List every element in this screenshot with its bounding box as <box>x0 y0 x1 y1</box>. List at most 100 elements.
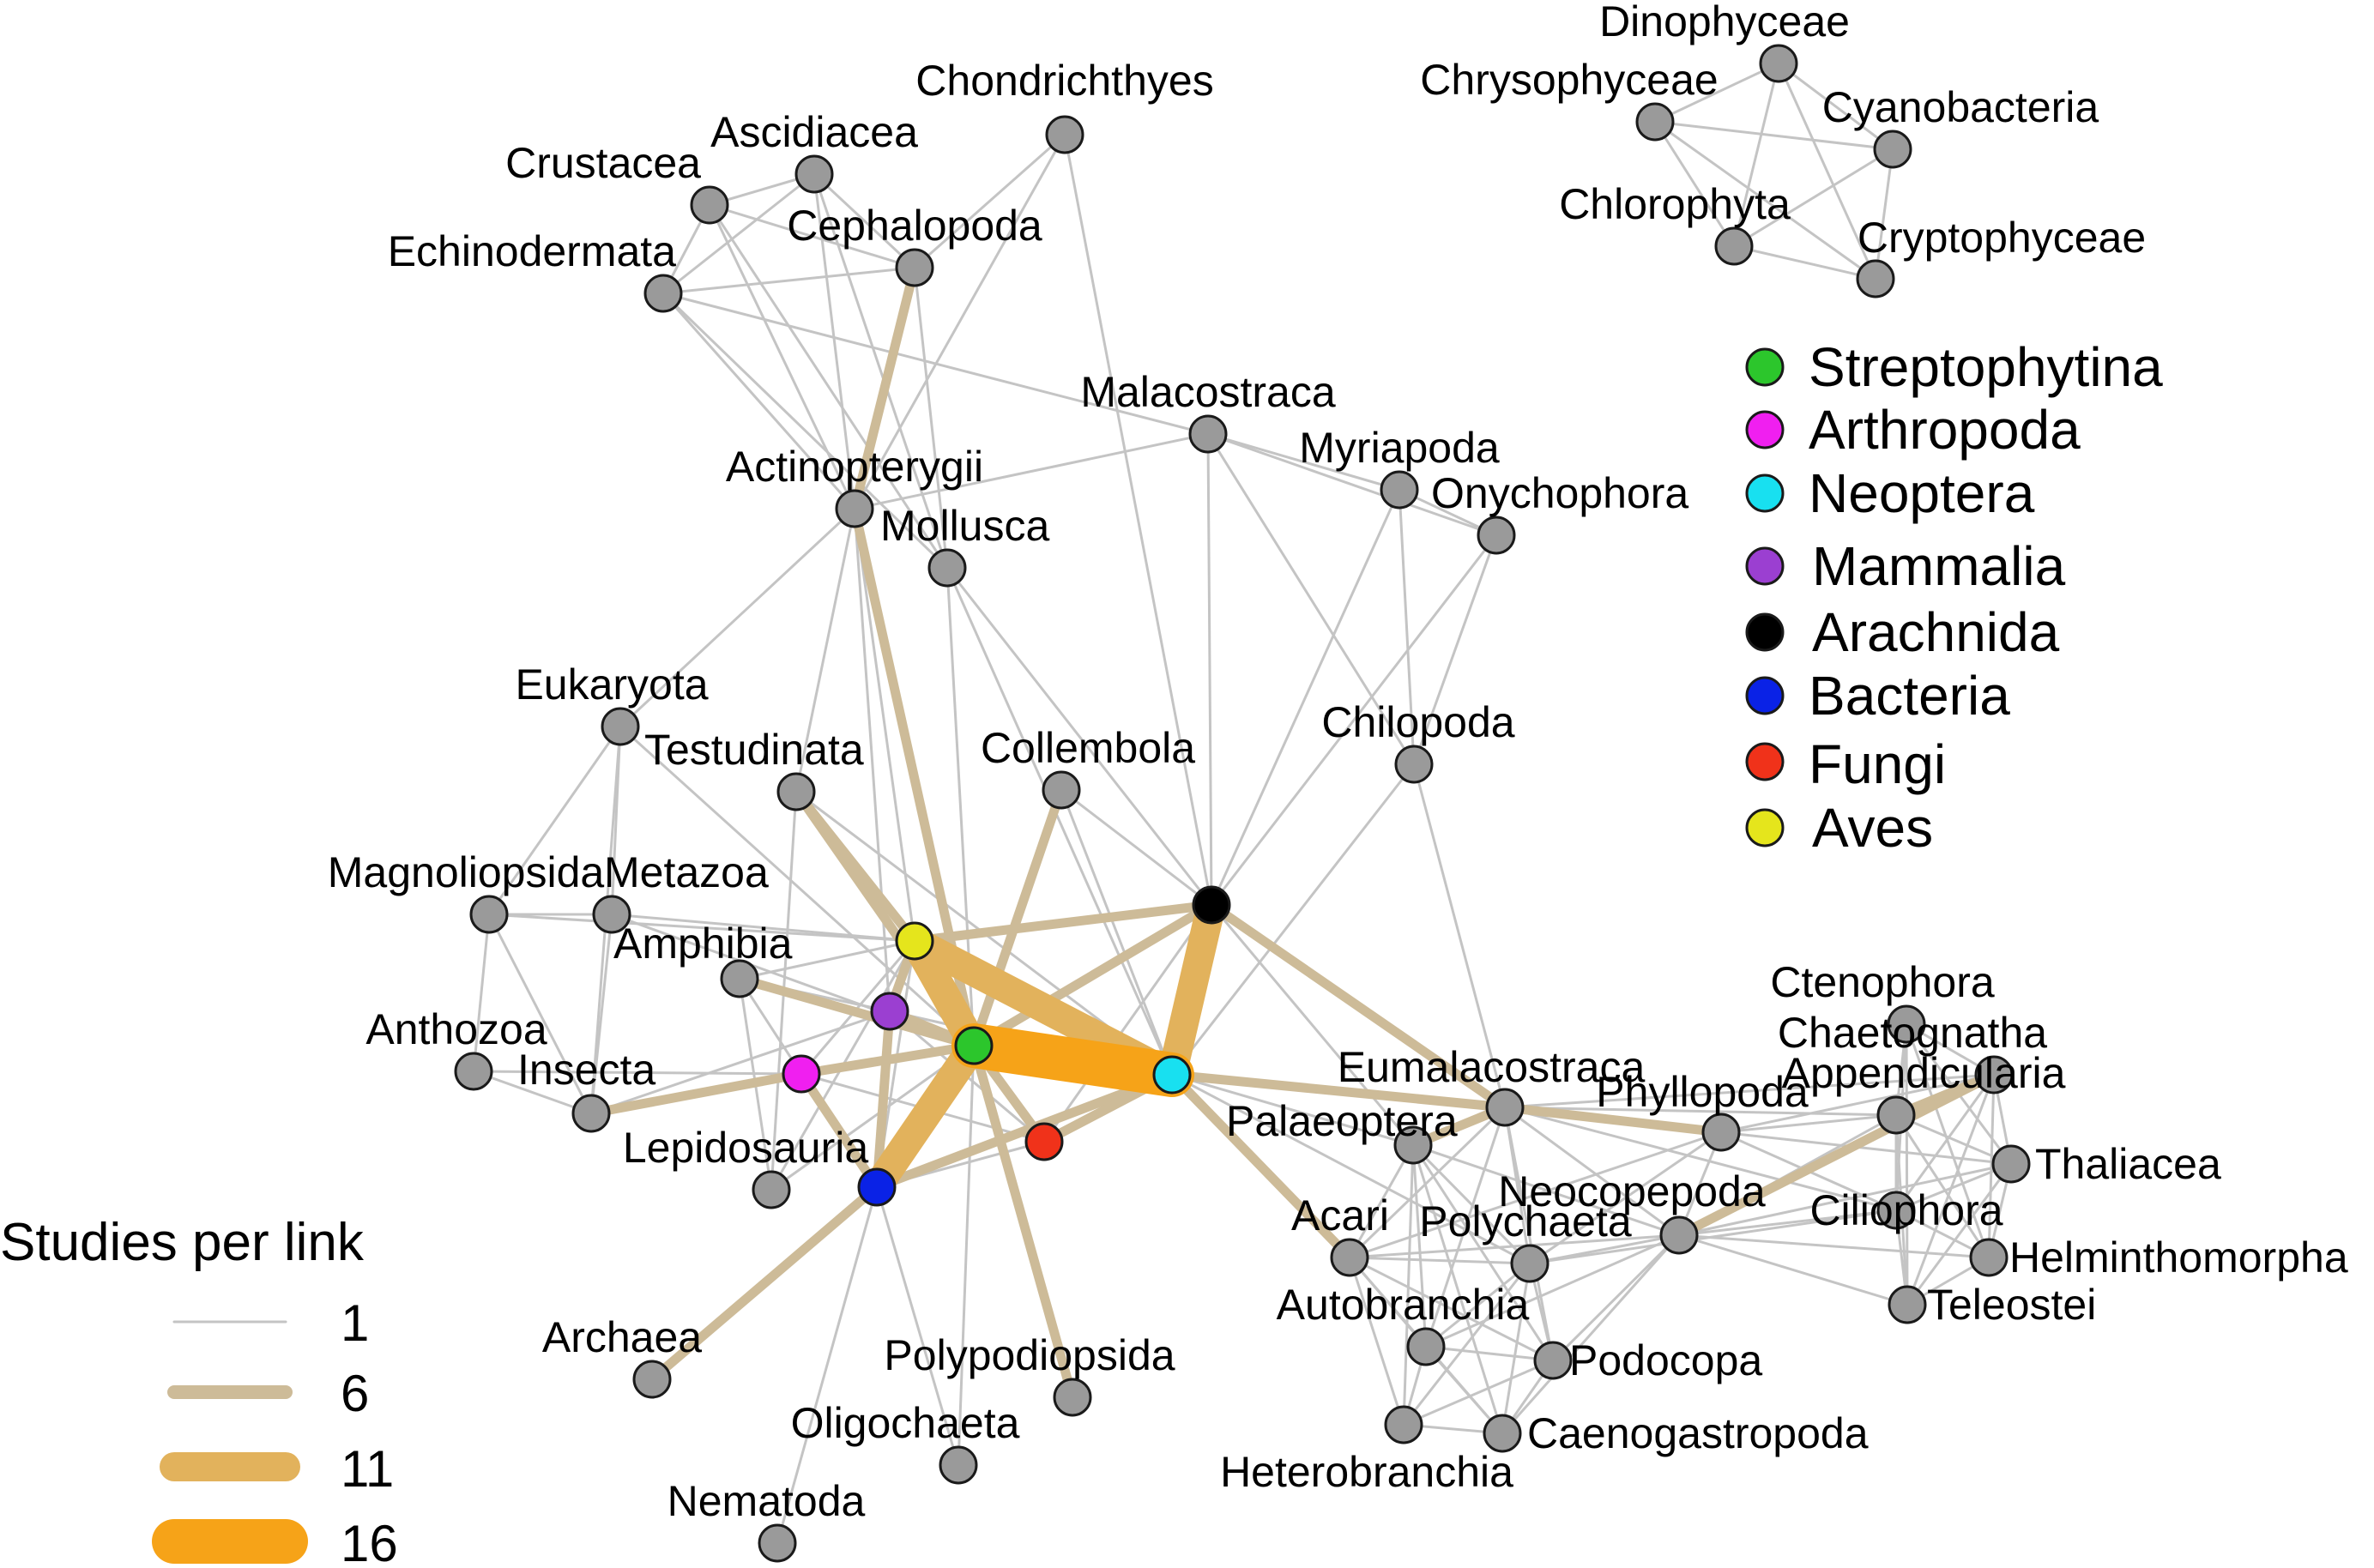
node-label-onychophora: Onychophora <box>1431 469 1688 517</box>
node-label-teleostei: Teleostei <box>1927 1281 2096 1329</box>
node-polychaeta <box>1510 1244 1549 1283</box>
edge-palaeoptera-autobranchia <box>1411 1143 1428 1348</box>
node-label-acari: Acari <box>1291 1191 1389 1239</box>
legend-item-aves: Aves <box>1745 797 1933 859</box>
node-acari <box>1330 1238 1369 1277</box>
legend-label: Arachnida <box>1812 601 2060 663</box>
edge-arachnida-palaeoptera <box>1210 903 1415 1147</box>
node-mammalia <box>870 992 909 1031</box>
node-layer <box>454 44 2031 1563</box>
edge-neoptera-palaeoptera <box>1170 1073 1415 1147</box>
edge-chrysophyceae-cryptophyceae <box>1653 120 1877 280</box>
edge-echinodermata-actinopterygii <box>661 292 856 510</box>
edge-bacteria-oligochaeta <box>875 1185 960 1467</box>
edge-dinophyceae-cryptophyceae <box>1777 62 1877 280</box>
edge-eumalacostraca-chaetognatha <box>1503 1073 1996 1109</box>
edge-anthozoa-arthropoda <box>472 1070 803 1076</box>
legend-item-mammalia: Mammalia <box>1745 535 2066 597</box>
edge-dinophyceae-chlorophyta <box>1732 62 1780 248</box>
legend-swatch <box>1745 473 1785 513</box>
node-appendicularia <box>1876 1095 1916 1135</box>
node-testudinata <box>776 772 816 811</box>
node-metazoa <box>592 895 631 934</box>
edge-anthozoa-insecta <box>472 1070 593 1115</box>
edge-fungi-arachnida <box>1042 903 1213 1143</box>
node-label-ciliophora: Ciliophora <box>1809 1186 2002 1234</box>
node-oligochaeta <box>939 1445 978 1485</box>
node-label-podocopa: Podocopa <box>1569 1336 1762 1384</box>
node-label-collembola: Collembola <box>981 724 1195 772</box>
edge-polychaeta-autobranchia <box>1424 1262 1531 1348</box>
edge-chaetognatha-teleostei <box>1906 1073 1996 1306</box>
node-neoptera <box>1152 1055 1192 1095</box>
edge-ctenophora-teleostei <box>1905 1022 1909 1306</box>
node-amphibia <box>720 959 759 998</box>
edge-metazoa-aves <box>610 913 916 943</box>
node-collembola <box>1042 770 1081 810</box>
node-label-appendicularia: Appendicularia <box>1782 1049 2066 1097</box>
edge-chaetognatha-helminthomorpha <box>1987 1073 1996 1259</box>
node-chrysophyceae <box>1635 102 1675 142</box>
edge-bacteria-archaea <box>647 1182 882 1384</box>
node-echinodermata <box>643 274 683 313</box>
node-cephalopoda <box>895 248 934 287</box>
node-fungi <box>1024 1122 1064 1161</box>
edge-mollusca-arachnida <box>945 566 1213 907</box>
node-teleostei <box>1888 1285 1927 1324</box>
edge-bacteria-nematoda <box>776 1185 879 1545</box>
legend-item-arachnida: Arachnida <box>1745 601 2060 663</box>
edge-actinopterygii-eukaryota <box>619 507 856 728</box>
node-label-phyllopoda: Phyllopoda <box>1596 1068 1809 1116</box>
legend-label: Mammalia <box>1812 535 2066 597</box>
edge-eumalacostraca-appendicularia <box>1503 1106 1898 1117</box>
edge-palaeoptera-podocopa <box>1411 1143 1555 1362</box>
edge-neocopepoda-caenogastropoda <box>1501 1233 1681 1435</box>
node-eumalacostraca <box>1485 1088 1525 1127</box>
edge-malacostraca-myriapoda <box>1206 432 1401 492</box>
edge-layer <box>472 62 2013 1545</box>
edge-malacostraca-chilopoda <box>1206 432 1416 766</box>
edge-ascidiacea-actinopterygii <box>812 172 856 510</box>
edge-phyllopoda-polychaeta <box>1528 1131 1723 1265</box>
edge-collembola-arachnida <box>1060 788 1213 907</box>
size-legend-label: 16 <box>341 1515 398 1568</box>
edge-magnoliopsida-aves <box>487 913 916 943</box>
edge-chondrichthyes-cephalopoda <box>913 133 1066 269</box>
edge-acari-polychaeta <box>1348 1256 1531 1265</box>
node-thaliacea <box>1991 1144 2031 1184</box>
node-label-malacostraca: Malacostraca <box>1080 368 1336 416</box>
node-mollusca <box>927 548 967 588</box>
legend-swatch <box>1745 742 1785 781</box>
edge-neocopepoda-teleostei <box>1677 1233 1909 1306</box>
edge-palaeoptera-polychaeta <box>1411 1143 1531 1265</box>
node-onychophora <box>1477 516 1516 555</box>
node-label-autobranchia: Autobranchia <box>1277 1281 1530 1329</box>
node-label-echinodermata: Echinodermata <box>388 227 676 275</box>
edge-actinopterygii-cephalopoda <box>849 262 920 514</box>
edge-arthropoda-bacteria <box>796 1069 882 1192</box>
edge-phyllopoda-appendicularia <box>1719 1113 1898 1134</box>
node-label-dinophyceae: Dinophyceae <box>1599 0 1850 45</box>
edge-magnoliopsida-anthozoa <box>472 913 491 1073</box>
node-label-ascidiacea: Ascidiacea <box>710 108 918 156</box>
edge-arachnida-neoptera <box>1157 890 1226 1089</box>
edge-podocopa-heterobranchia <box>1402 1359 1555 1426</box>
node-label-chrysophyceae: Chrysophyceae <box>1420 56 1718 104</box>
edge-chilopoda-eumalacostraca <box>1412 763 1507 1109</box>
node-palaeoptera <box>1393 1125 1433 1165</box>
node-ciliophora <box>1876 1191 1916 1230</box>
edge-chondrichthyes-arachnida <box>1063 133 1213 907</box>
node-label-thaliacea: Thaliacea <box>2035 1140 2221 1188</box>
edge-chlorophyta-cryptophyceae <box>1732 244 1877 280</box>
node-cyanobacteria <box>1873 130 1912 169</box>
legend-swatch <box>1745 546 1785 586</box>
edge-chilopoda-neoptera <box>1170 763 1416 1076</box>
node-label-cephalopoda: Cephalopoda <box>787 202 1042 250</box>
edge-neocopepoda-helminthomorpha <box>1677 1233 1990 1259</box>
node-label-cryptophyceae: Cryptophyceae <box>1858 214 2146 262</box>
node-chaetognatha <box>1974 1055 2014 1095</box>
edge-eumalacostraca-acari <box>1348 1106 1507 1259</box>
node-label-heterobranchia: Heterobranchia <box>1220 1448 1513 1496</box>
legend-label: Fungi <box>1809 733 1946 795</box>
